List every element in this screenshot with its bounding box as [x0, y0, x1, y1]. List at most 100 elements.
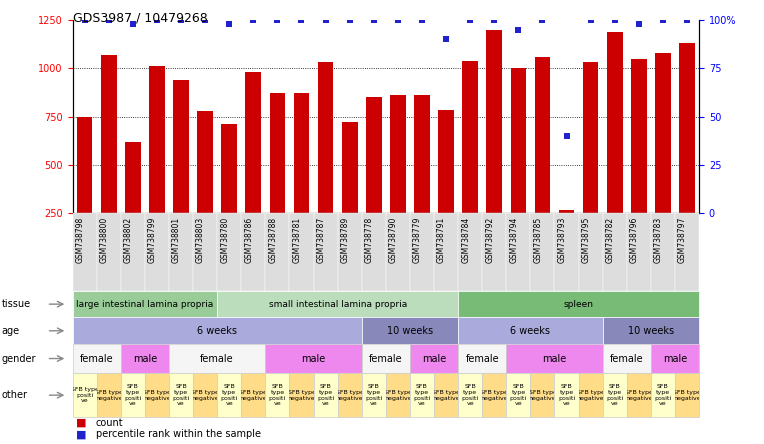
Text: female: female	[369, 353, 403, 364]
Point	[633, 20, 645, 28]
Text: GSM738782: GSM738782	[606, 217, 615, 263]
Text: SFB
type
positi
ve: SFB type positi ve	[173, 384, 189, 406]
Text: GSM738803: GSM738803	[196, 217, 205, 263]
Text: male: male	[663, 353, 687, 364]
Bar	[222, 124, 237, 213]
Bar	[173, 80, 189, 213]
Bar	[293, 93, 309, 213]
Point	[416, 16, 428, 24]
Text: GSM738792: GSM738792	[485, 217, 494, 263]
Text: SFB type
negative: SFB type negative	[287, 390, 316, 400]
Text: GSM738781: GSM738781	[293, 217, 302, 263]
Text: 6 weeks: 6 weeks	[197, 326, 237, 336]
Text: GSM738796: GSM738796	[630, 217, 639, 263]
Point	[102, 16, 115, 24]
Text: spleen: spleen	[564, 300, 594, 309]
Text: SFB type
negative: SFB type negative	[239, 390, 267, 400]
Point	[367, 16, 380, 24]
Text: GSM738787: GSM738787	[316, 217, 325, 263]
Bar	[535, 57, 550, 213]
Point	[657, 16, 669, 24]
Text: ■: ■	[76, 429, 87, 439]
Text: small intestinal lamina propria: small intestinal lamina propria	[268, 300, 406, 309]
Text: SFB type
negative: SFB type negative	[143, 390, 171, 400]
Bar	[390, 95, 406, 213]
Text: GSM738788: GSM738788	[268, 217, 277, 263]
Text: GSM738798: GSM738798	[76, 217, 85, 263]
Bar	[101, 55, 117, 213]
Text: GSM738797: GSM738797	[678, 217, 687, 263]
Text: GSM738789: GSM738789	[341, 217, 350, 263]
Text: male: male	[422, 353, 446, 364]
Bar	[655, 53, 671, 213]
Text: GDS3987 / 10479268: GDS3987 / 10479268	[73, 11, 207, 24]
Point	[512, 26, 524, 33]
Point	[609, 16, 621, 24]
Bar	[77, 117, 92, 213]
Text: SFB
type
positi
ve: SFB type positi ve	[317, 384, 334, 406]
Text: SFB type
negative: SFB type negative	[95, 390, 123, 400]
Text: GSM738793: GSM738793	[558, 217, 567, 263]
Text: female: female	[200, 353, 234, 364]
Point	[319, 16, 332, 24]
Text: GSM738786: GSM738786	[244, 217, 254, 263]
Text: SFB type
negative: SFB type negative	[673, 390, 701, 400]
Text: SFB type
negative: SFB type negative	[384, 390, 412, 400]
Point	[440, 36, 452, 43]
Point	[199, 16, 211, 24]
Text: GSM738799: GSM738799	[148, 217, 157, 263]
Text: GSM738794: GSM738794	[510, 217, 518, 263]
Point	[536, 16, 549, 24]
Text: SFB type
negative: SFB type negative	[432, 390, 460, 400]
Bar	[197, 111, 213, 213]
Text: GSM738791: GSM738791	[437, 217, 446, 263]
Point	[392, 16, 404, 24]
Point	[464, 16, 476, 24]
Point	[584, 16, 597, 24]
Text: female: female	[465, 353, 499, 364]
Bar	[270, 93, 285, 213]
Bar	[342, 123, 358, 213]
Text: GSM738778: GSM738778	[364, 217, 374, 263]
Text: SFB type
negative: SFB type negative	[625, 390, 652, 400]
Bar	[149, 66, 165, 213]
Point	[127, 20, 139, 28]
Point	[296, 16, 308, 24]
Text: SFB
type
positi
ve: SFB type positi ve	[221, 384, 238, 406]
Bar	[558, 210, 575, 213]
Point	[248, 16, 260, 24]
Text: SFB type
negative: SFB type negative	[481, 390, 508, 400]
Text: male: male	[542, 353, 567, 364]
Text: gender: gender	[2, 353, 36, 364]
Bar	[439, 110, 454, 213]
Text: male: male	[302, 353, 325, 364]
Text: GSM738779: GSM738779	[413, 217, 422, 263]
Bar	[414, 95, 430, 213]
Text: female: female	[80, 353, 114, 364]
Text: large intestinal lamina propria: large intestinal lamina propria	[76, 300, 213, 309]
Text: SFB
type
positi
ve: SFB type positi ve	[365, 384, 382, 406]
Text: SFB
type
positi
ve: SFB type positi ve	[413, 384, 431, 406]
Point	[223, 20, 235, 28]
Point	[271, 16, 283, 24]
Text: GSM738802: GSM738802	[124, 217, 133, 263]
Text: SFB
type
positi
ve: SFB type positi ve	[461, 384, 479, 406]
Bar	[510, 68, 526, 213]
Text: ■: ■	[76, 418, 87, 428]
Text: SFB type
negative: SFB type negative	[577, 390, 604, 400]
Text: SFB type
negative: SFB type negative	[191, 390, 219, 400]
Bar	[583, 63, 598, 213]
Bar	[631, 59, 646, 213]
Bar	[366, 97, 381, 213]
Text: male: male	[133, 353, 157, 364]
Point	[344, 16, 356, 24]
Point	[681, 16, 693, 24]
Text: SFB type
negative: SFB type negative	[529, 390, 556, 400]
Bar	[125, 142, 141, 213]
Bar	[679, 43, 694, 213]
Bar	[245, 72, 261, 213]
Text: female: female	[610, 353, 643, 364]
Text: other: other	[2, 390, 28, 400]
Text: GSM738801: GSM738801	[172, 217, 181, 263]
Bar	[462, 60, 478, 213]
